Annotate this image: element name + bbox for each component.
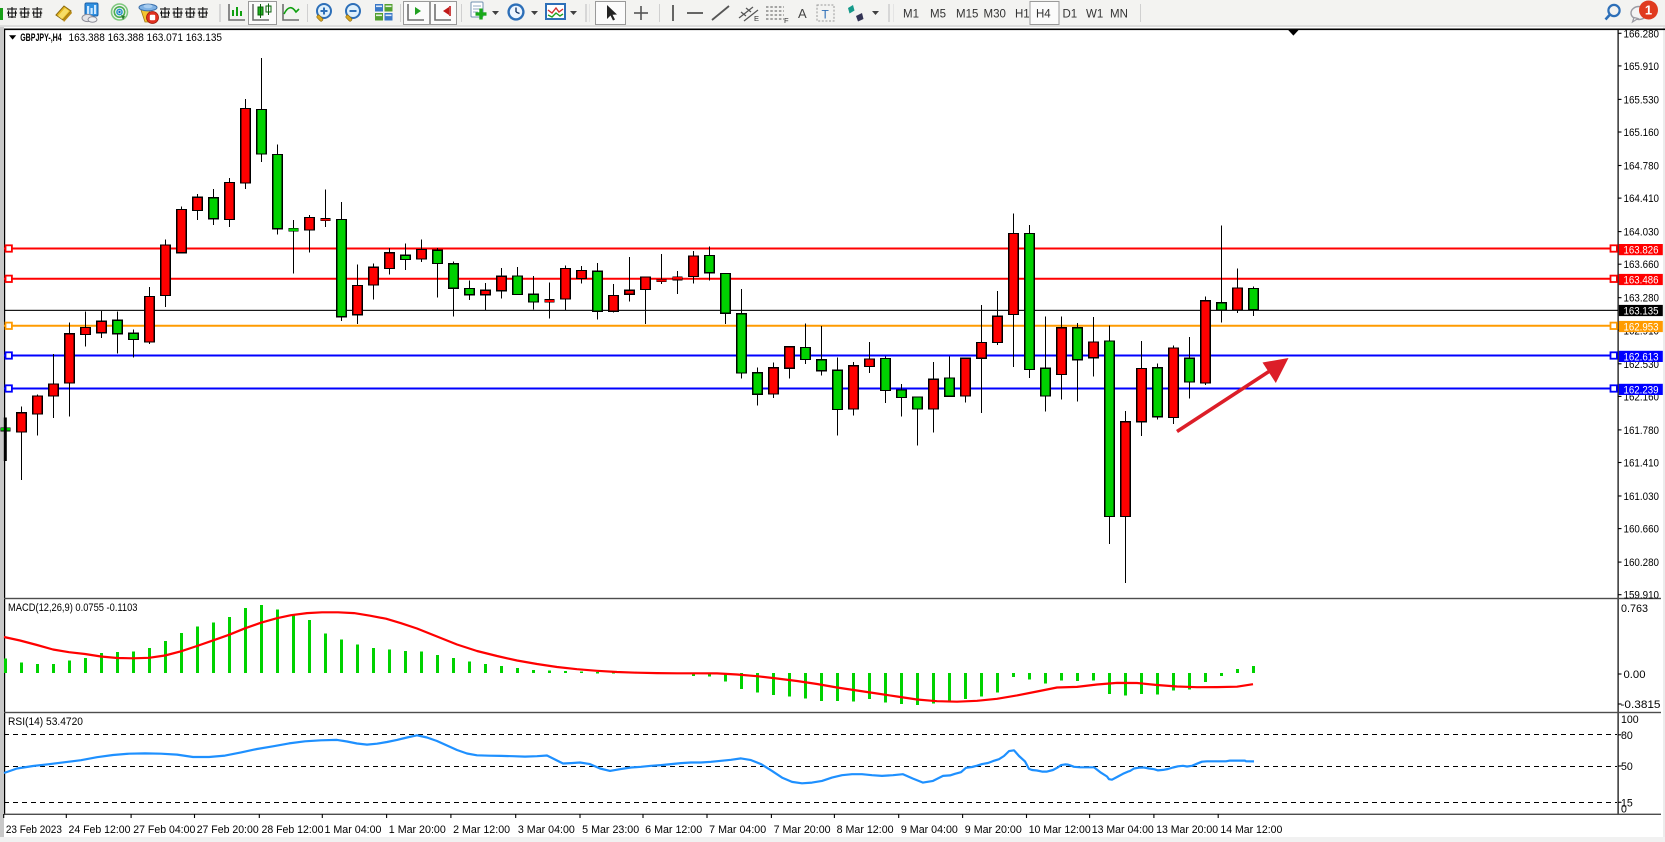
svg-text:14 Mar 12:00: 14 Mar 12:00 <box>1220 824 1282 836</box>
svg-text:M1: M1 <box>903 9 919 21</box>
svg-text:A: A <box>798 6 807 21</box>
svg-text:163.280: 163.280 <box>1624 293 1660 305</box>
svg-text:7 Mar 04:00: 7 Mar 04:00 <box>709 824 766 836</box>
svg-text:162.239: 162.239 <box>1624 384 1659 396</box>
svg-text:0: 0 <box>1621 804 1627 816</box>
svg-text:H1: H1 <box>1015 9 1030 21</box>
svg-text:6 Mar 12:00: 6 Mar 12:00 <box>645 824 702 836</box>
svg-text:0.00: 0.00 <box>1624 669 1646 681</box>
svg-text:163.826: 163.826 <box>1624 245 1659 257</box>
svg-text:165.530: 165.530 <box>1624 94 1660 106</box>
svg-text:165.910: 165.910 <box>1624 61 1660 73</box>
svg-text:164.410: 164.410 <box>1624 193 1660 205</box>
svg-text:GBPJPY-,H4: GBPJPY-,H4 <box>20 32 62 44</box>
svg-text:164.780: 164.780 <box>1624 160 1660 172</box>
svg-text:8 Mar 12:00: 8 Mar 12:00 <box>837 824 894 836</box>
svg-text:M15: M15 <box>956 9 978 21</box>
svg-text:9 Mar 04:00: 9 Mar 04:00 <box>901 824 958 836</box>
svg-text:161.030: 161.030 <box>1624 491 1660 503</box>
svg-text:T: T <box>822 8 830 22</box>
svg-text:7 Mar 20:00: 7 Mar 20:00 <box>774 824 831 836</box>
svg-text:23 Feb 2023: 23 Feb 2023 <box>6 824 62 836</box>
svg-text:27 Feb 04:00: 27 Feb 04:00 <box>133 824 195 836</box>
svg-text:1 Mar 04:00: 1 Mar 04:00 <box>325 824 382 836</box>
svg-text:13 Mar 04:00: 13 Mar 04:00 <box>1092 824 1154 836</box>
svg-text:MACD(12,26,9) 0.0755 -0.1103: MACD(12,26,9) 0.0755 -0.1103 <box>8 602 138 614</box>
svg-text:163.486: 163.486 <box>1624 275 1659 287</box>
svg-text:-0.3815: -0.3815 <box>1621 699 1661 711</box>
svg-text:1: 1 <box>1645 3 1652 18</box>
svg-text:9 Mar 20:00: 9 Mar 20:00 <box>965 824 1022 836</box>
svg-text:166.280: 166.280 <box>1624 28 1660 40</box>
svg-text:5 Mar 23:00: 5 Mar 23:00 <box>582 824 639 836</box>
svg-text:164.030: 164.030 <box>1624 227 1660 239</box>
svg-text:50: 50 <box>1621 761 1633 773</box>
svg-text:D1: D1 <box>1063 9 1078 21</box>
svg-text:W1: W1 <box>1086 9 1103 21</box>
svg-text:10 Mar 12:00: 10 Mar 12:00 <box>1029 824 1091 836</box>
svg-text:15: 15 <box>1621 797 1633 809</box>
svg-text:2 Mar 12:00: 2 Mar 12:00 <box>453 824 510 836</box>
svg-text:27 Feb 20:00: 27 Feb 20:00 <box>197 824 259 836</box>
svg-text:13 Mar 20:00: 13 Mar 20:00 <box>1156 824 1218 836</box>
svg-text:165.160: 165.160 <box>1624 127 1660 139</box>
svg-text:M5: M5 <box>930 9 946 21</box>
svg-text:H4: H4 <box>1036 9 1051 21</box>
svg-text:MN: MN <box>1110 9 1128 21</box>
svg-text:160.660: 160.660 <box>1624 524 1660 536</box>
svg-text:RSI(14) 53.4720: RSI(14) 53.4720 <box>8 716 83 728</box>
svg-text:3 Mar 04:00: 3 Mar 04:00 <box>518 824 575 836</box>
svg-text:28 Feb 12:00: 28 Feb 12:00 <box>262 824 324 836</box>
svg-text:100: 100 <box>1621 714 1639 726</box>
svg-text:161.410: 161.410 <box>1624 457 1660 469</box>
svg-text:163.135: 163.135 <box>1624 306 1659 318</box>
svg-text:159.910: 159.910 <box>1624 590 1660 602</box>
svg-text:80: 80 <box>1621 730 1633 742</box>
svg-text:163.660: 163.660 <box>1624 259 1660 271</box>
svg-text:162.613: 162.613 <box>1624 351 1659 363</box>
svg-text:F: F <box>784 16 789 25</box>
svg-text:160.280: 160.280 <box>1624 557 1660 569</box>
svg-text:1 Mar 20:00: 1 Mar 20:00 <box>389 824 446 836</box>
svg-text:161.780: 161.780 <box>1624 425 1660 437</box>
svg-text:M30: M30 <box>984 9 1006 21</box>
svg-text:0.763: 0.763 <box>1621 603 1648 615</box>
svg-text:163.388 163.388 163.071 163.13: 163.388 163.388 163.071 163.135 <box>69 32 223 44</box>
svg-text:162.953: 162.953 <box>1624 322 1659 334</box>
svg-text:E: E <box>754 14 759 23</box>
svg-text:24 Feb 12:00: 24 Feb 12:00 <box>69 824 131 836</box>
